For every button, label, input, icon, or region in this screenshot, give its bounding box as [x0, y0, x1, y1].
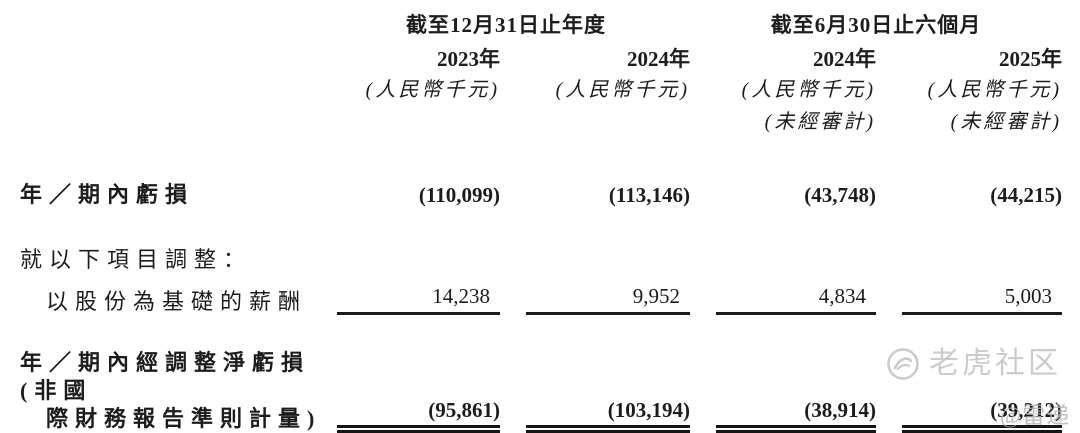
- adj-loss-2023-cell: (95,861): [322, 398, 500, 433]
- sbc-2024-interim-cell: 4,834: [690, 283, 876, 315]
- col-note-unaudited-2025: (未經審計): [950, 111, 1062, 133]
- loss-2025-interim: (44,215): [990, 183, 1062, 207]
- row-label-adjustments-heading: 就以下項目調整：: [20, 247, 253, 272]
- adj-loss-2024-interim-cell: (38,914): [690, 398, 876, 433]
- spacer-cell: [20, 71, 322, 72]
- row-loss-for-period: 年／期內虧損 (110,099) (113,146) (43,748) (44,…: [20, 181, 1080, 209]
- row-share-based-compensation: 以股份為基礎的薪酬 14,238 9,952 4,834 5,003: [20, 283, 1080, 315]
- loss-2023: (110,099): [418, 183, 500, 207]
- col-year-2024: 2024年: [627, 47, 690, 71]
- spacer-cell: [20, 134, 322, 135]
- tiger-community-logo-icon: [887, 348, 919, 380]
- adjusted-net-loss-label-line1: 年／期內經調整淨虧損(非國: [20, 350, 311, 403]
- adj-loss-2025-interim-cell: (39,212): [876, 398, 1062, 433]
- col-year-2025-interim: 2025年: [999, 47, 1062, 71]
- double-rule: (95,861): [337, 398, 500, 433]
- sbc-2024-cell: 9,952: [500, 283, 690, 315]
- single-rule: 9,952: [526, 283, 690, 315]
- col-note-unaudited-2024: (未經審計): [764, 111, 876, 133]
- spacer-cell: [20, 102, 322, 103]
- unaudited-note-row: (未經審計) (未經審計): [20, 109, 1080, 135]
- double-rule: (103,194): [526, 398, 690, 433]
- single-rule: 14,238: [337, 283, 500, 315]
- watermark-author-handle: @雷递: [1000, 403, 1071, 428]
- empty-cell: [322, 134, 500, 135]
- tiger-community-watermark: 老虎社区: [886, 347, 1061, 381]
- sbc-2023-cell: 14,238: [322, 283, 500, 315]
- year-header-row: 2023年 2024年 2024年 2025年: [20, 46, 1080, 72]
- col-unit-2: (人民幣千元): [555, 79, 690, 101]
- loss-2024: (113,146): [608, 183, 690, 207]
- empty-cell: [500, 272, 690, 273]
- empty-cell: [876, 272, 1062, 273]
- empty-cell: [500, 134, 690, 135]
- col-unit-4: (人民幣千元): [927, 79, 1062, 101]
- empty-cell: [690, 272, 876, 273]
- col-group-six-months-ended-jun30: 截至6月30日止六個月: [770, 13, 982, 37]
- unit-header-row: (人民幣千元) (人民幣千元) (人民幣千元) (人民幣千元): [20, 77, 1080, 103]
- spacer-cell: [20, 37, 322, 38]
- double-rule: (39,212): [902, 398, 1062, 433]
- watermark-brand-text: 老虎社区: [929, 347, 1061, 380]
- col-year-2024-interim: 2024年: [813, 47, 876, 71]
- empty-cell: [322, 272, 500, 273]
- loss-2024-interim: (43,748): [804, 183, 876, 207]
- col-unit-1: (人民幣千元): [365, 79, 500, 101]
- row-label-share-based-compensation: 以股份為基礎的薪酬: [46, 289, 308, 314]
- double-rule: (38,914): [716, 398, 876, 433]
- row-adjusted-net-loss: 年／期內經調整淨虧損(非國 際財務報告準則計量) (95,861) (103,1…: [20, 349, 1080, 433]
- adjusted-net-loss-label-line2: 際財務報告準則計量): [46, 406, 322, 431]
- single-rule: 4,834: [716, 283, 876, 315]
- col-group-year-ended-dec31: 截至12月31日止年度: [406, 13, 606, 37]
- adj-loss-2024-cell: (103,194): [500, 398, 690, 433]
- sbc-2025-interim-cell: 5,003: [876, 283, 1062, 315]
- row-label-adjusted-net-loss: 年／期內經調整淨虧損(非國 際財務報告準則計量): [20, 349, 322, 433]
- row-label-loss-for-period: 年／期內虧損: [20, 182, 195, 207]
- single-rule: 5,003: [902, 283, 1062, 315]
- col-year-2023: 2023年: [437, 47, 500, 71]
- row-adjustments-heading: 就以下項目調整：: [20, 247, 1080, 273]
- column-group-header-row: 截至12月31日止年度 截至6月30日止六個月: [20, 12, 1080, 38]
- col-unit-3: (人民幣千元): [741, 79, 876, 101]
